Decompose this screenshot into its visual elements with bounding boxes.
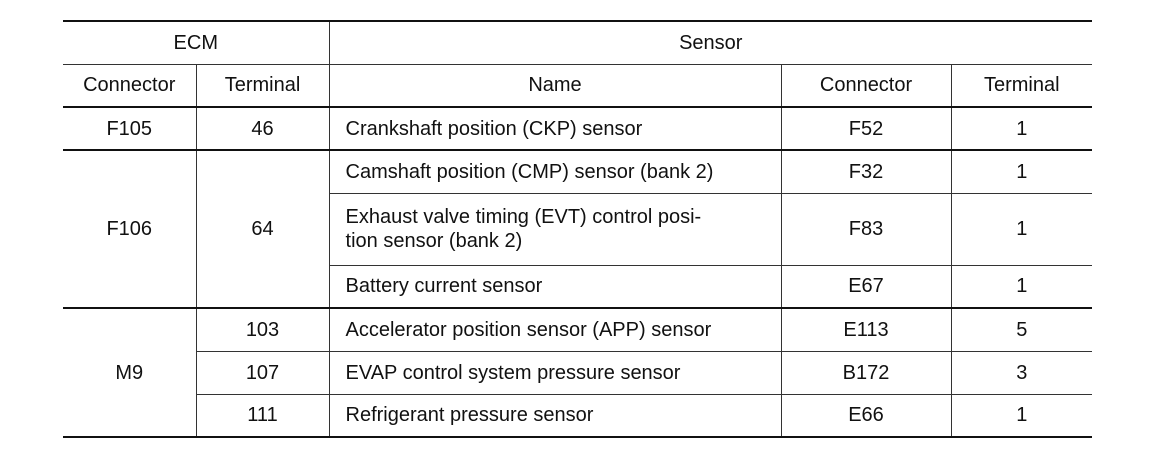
ecm-connector-cell: F106	[63, 149, 197, 309]
ecm-connector-cell: F105	[63, 106, 197, 151]
ecm-connector-header: Connector	[63, 63, 197, 108]
sensor-connector-cell: B172	[780, 350, 952, 395]
sensor-terminal-cell: 1	[950, 192, 1093, 266]
sensor-connector-cell: E66	[780, 393, 952, 438]
table-row: Battery current sensor E67 1	[63, 264, 1093, 309]
table-row: M9 103 Accelerator position sensor (APP)…	[63, 307, 1093, 438]
sensor-connector-cell: E67	[780, 264, 952, 309]
ecm-terminal-header: Terminal	[195, 63, 330, 108]
sensor-connector-cell: F32	[780, 149, 952, 194]
table-row: 111 Refrigerant pressure sensor E66 1	[63, 393, 1093, 438]
sensor-terminal-cell: 1	[950, 264, 1093, 309]
table-row: F106 64 Camshaft position (CMP) sensor (…	[63, 149, 1093, 309]
sensor-name-line: Exhaust valve timing (EVT) control posi-	[345, 206, 702, 228]
sensor-terminal-header: Terminal	[950, 63, 1093, 108]
table-body: F105 46 Crankshaft position (CKP) sensor…	[63, 106, 1093, 438]
sensor-terminal-cell: 1	[950, 149, 1093, 194]
sensor-terminal-cell: 5	[950, 307, 1093, 352]
ecm-connector-cell: M9	[63, 307, 197, 438]
ecm-terminal-cell: 111	[196, 393, 330, 438]
sensor-name-cell: Camshaft position (CMP) sensor (bank 2)	[328, 149, 782, 194]
table-row: 107 EVAP control system pressure sensor …	[63, 350, 1093, 395]
sensor-connector-cell: F52	[780, 106, 952, 151]
sensor-group-header: Sensor	[328, 20, 1093, 65]
ecm-group-header: ECM	[63, 20, 330, 65]
table-row: Exhaust valve timing (EVT) control posi-…	[63, 192, 1093, 266]
sensor-name-cell: Battery current sensor	[329, 264, 782, 309]
sensor-name-line: tion sensor (bank 2)	[345, 230, 523, 252]
sensor-connector-cell: E113	[780, 307, 952, 352]
ecm-terminal-cell: 46	[195, 106, 330, 151]
table-header: ECM Sensor Connector Terminal Name Conne…	[63, 20, 1093, 108]
sensor-name-cell: Refrigerant pressure sensor	[328, 393, 782, 438]
sensor-name-cell: Accelerator position sensor (APP) sensor	[328, 307, 782, 352]
sensor-name-cell: Crankshaft position (CKP) sensor	[328, 106, 782, 151]
sensor-name-cell: EVAP control system pressure sensor	[328, 350, 782, 395]
ecm-terminal-cell: 64	[195, 149, 330, 309]
header-row-groups: ECM Sensor	[63, 20, 1093, 65]
sensor-connector-header: Connector	[780, 63, 952, 108]
table-row: F105 46 Crankshaft position (CKP) sensor…	[63, 106, 1093, 151]
sensor-name-cell: Exhaust valve timing (EVT) control posi-…	[329, 192, 782, 266]
sensor-name-header: Name	[328, 63, 782, 108]
sensor-terminal-cell: 1	[950, 393, 1093, 438]
ecm-terminal-cell: 107	[196, 350, 330, 395]
sensor-terminal-cell: 1	[950, 106, 1093, 151]
sensor-connector-cell: F83	[780, 192, 952, 266]
ecm-sensor-table: ECM Sensor Connector Terminal Name Conne…	[63, 20, 1093, 438]
sensor-terminal-cell: 3	[950, 350, 1093, 395]
header-row-columns: Connector Terminal Name Connector Termin…	[63, 63, 1093, 108]
ecm-terminal-cell: 103	[195, 307, 330, 352]
